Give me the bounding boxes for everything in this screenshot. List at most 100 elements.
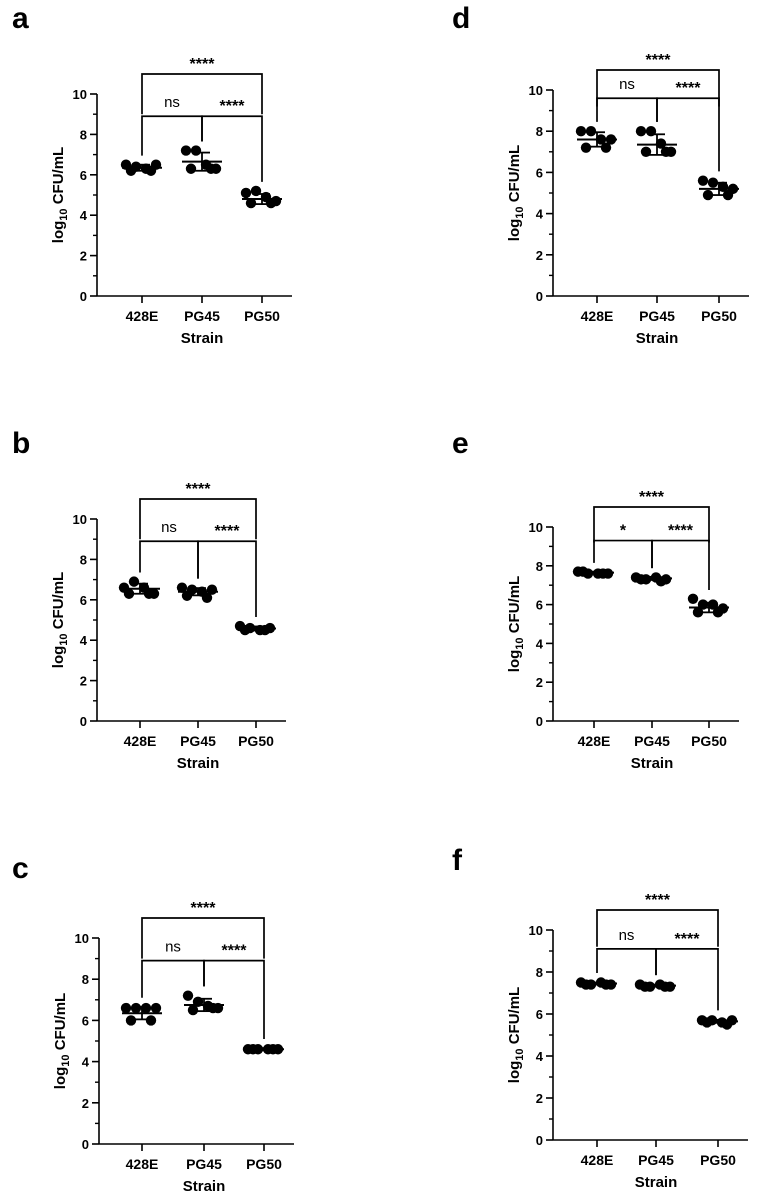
significance-bracket: [203, 959, 265, 1039]
y-tick-label: 0: [536, 1133, 543, 1148]
x-tick-label: PG50: [244, 308, 280, 324]
panel-letter: c: [12, 852, 29, 885]
significance-label: ****: [676, 80, 702, 97]
y-tick-label: 6: [82, 1013, 89, 1028]
x-tick-label: 428E: [126, 308, 159, 324]
significance-label: ****: [215, 523, 241, 540]
panel-letter: b: [12, 427, 30, 460]
data-point: [722, 189, 734, 201]
panel-f: f 0 2 4 6 8 10 428E PG45 PG50 Strain log10 CFU/mL ns…: [452, 844, 748, 1191]
y-tick-label: 2: [536, 248, 543, 263]
significance-bracket: [593, 506, 710, 543]
data-point: [187, 1004, 199, 1016]
data-point: [130, 1002, 142, 1014]
significance-bracket: [141, 73, 263, 115]
x-tick-label: 428E: [581, 1152, 614, 1168]
significance-label: ****: [186, 481, 212, 498]
x-axis-title: Strain: [183, 1178, 226, 1192]
data-point: [580, 979, 592, 990]
x-axis-title: Strain: [631, 755, 674, 772]
x-tick-label: PG50: [691, 733, 727, 749]
y-tick-label: 2: [80, 674, 87, 689]
significance-label: ****: [639, 489, 665, 506]
significance-label: ns: [165, 939, 181, 956]
significance-label: ns: [619, 76, 635, 93]
significance-bracket: [596, 69, 720, 107]
significance-bracket: [201, 115, 263, 182]
data-point: [692, 607, 704, 618]
significance-label: ****: [220, 98, 246, 115]
significance-label: ****: [190, 56, 216, 73]
y-tick-label: 8: [80, 552, 87, 567]
x-tick-label: PG50: [246, 1156, 282, 1172]
data-point: [181, 590, 193, 601]
significance-bracket: [596, 97, 658, 122]
data-point: [190, 145, 202, 156]
x-tick-label: 428E: [126, 1156, 159, 1172]
y-tick-label: 2: [82, 1096, 89, 1111]
x-tick-label: PG45: [184, 308, 220, 324]
data-point: [143, 588, 155, 599]
significance-label: ns: [161, 519, 177, 536]
y-tick-label: 6: [536, 165, 543, 180]
data-point: [575, 126, 587, 137]
y-tick-label: 8: [80, 127, 87, 142]
significance-label: ****: [668, 523, 694, 540]
panel-d: d 0 2 4 6 8 10 428E PG45 PG50 Strain log10 CFU/mL ns…: [452, 2, 749, 347]
data-point: [687, 593, 699, 604]
significance-label: ns: [164, 94, 180, 111]
data-point: [140, 1002, 152, 1014]
data-point: [639, 981, 651, 992]
y-tick-label: 4: [536, 207, 544, 222]
data-point: [580, 142, 592, 153]
y-tick-label: 0: [536, 289, 543, 304]
significance-bracket: [141, 917, 265, 959]
panel-c: c 0 2 4 6 8 10 428E PG45 PG50 Strain log10 CFU/mL ns…: [12, 852, 294, 1192]
y-tick-label: 6: [536, 1007, 543, 1022]
x-tick-label: 428E: [124, 733, 157, 749]
y-tick-label: 4: [82, 1055, 90, 1070]
significance-bracket: [656, 97, 720, 172]
x-axis-title: Strain: [181, 330, 224, 347]
y-tick-label: 10: [529, 83, 543, 98]
y-tick-label: 6: [536, 598, 543, 613]
data-point: [712, 607, 724, 618]
significance-bracket: [139, 498, 257, 540]
x-tick-label: PG45: [186, 1156, 222, 1172]
y-tick-label: 10: [529, 520, 543, 535]
y-axis-title: log10 CFU/mL: [52, 993, 72, 1089]
data-point: [128, 576, 140, 587]
data-point: [205, 163, 217, 174]
significance-label: *: [620, 523, 627, 540]
significance-label: ****: [675, 931, 701, 948]
y-tick-label: 0: [536, 714, 543, 729]
data-point: [600, 142, 612, 153]
data-point: [240, 187, 252, 199]
significance-bracket: [596, 909, 719, 947]
x-tick-label: 428E: [581, 308, 614, 324]
y-axis-title: log10 CFU/mL: [506, 576, 526, 672]
significance-bracket: [596, 948, 657, 976]
data-point: [145, 1015, 157, 1026]
data-point: [635, 126, 647, 137]
y-tick-label: 2: [536, 1091, 543, 1106]
x-tick-label: PG45: [639, 308, 675, 324]
y-axis-title: log10 CFU/mL: [50, 572, 70, 668]
y-tick-label: 6: [80, 593, 87, 608]
data-point: [701, 1017, 713, 1028]
x-tick-label: PG45: [634, 733, 670, 749]
y-tick-label: 4: [536, 1049, 544, 1064]
significance-label: ****: [222, 943, 248, 960]
y-tick-label: 0: [80, 714, 87, 729]
y-tick-label: 8: [536, 559, 543, 574]
significance-bracket: [593, 539, 653, 569]
panel-letter: d: [452, 2, 470, 35]
y-tick-label: 10: [529, 923, 543, 938]
significance-label: ns: [619, 927, 635, 944]
x-tick-label: PG45: [180, 733, 216, 749]
x-tick-label: PG45: [638, 1152, 674, 1168]
y-tick-label: 4: [536, 636, 544, 651]
y-tick-label: 8: [536, 965, 543, 980]
